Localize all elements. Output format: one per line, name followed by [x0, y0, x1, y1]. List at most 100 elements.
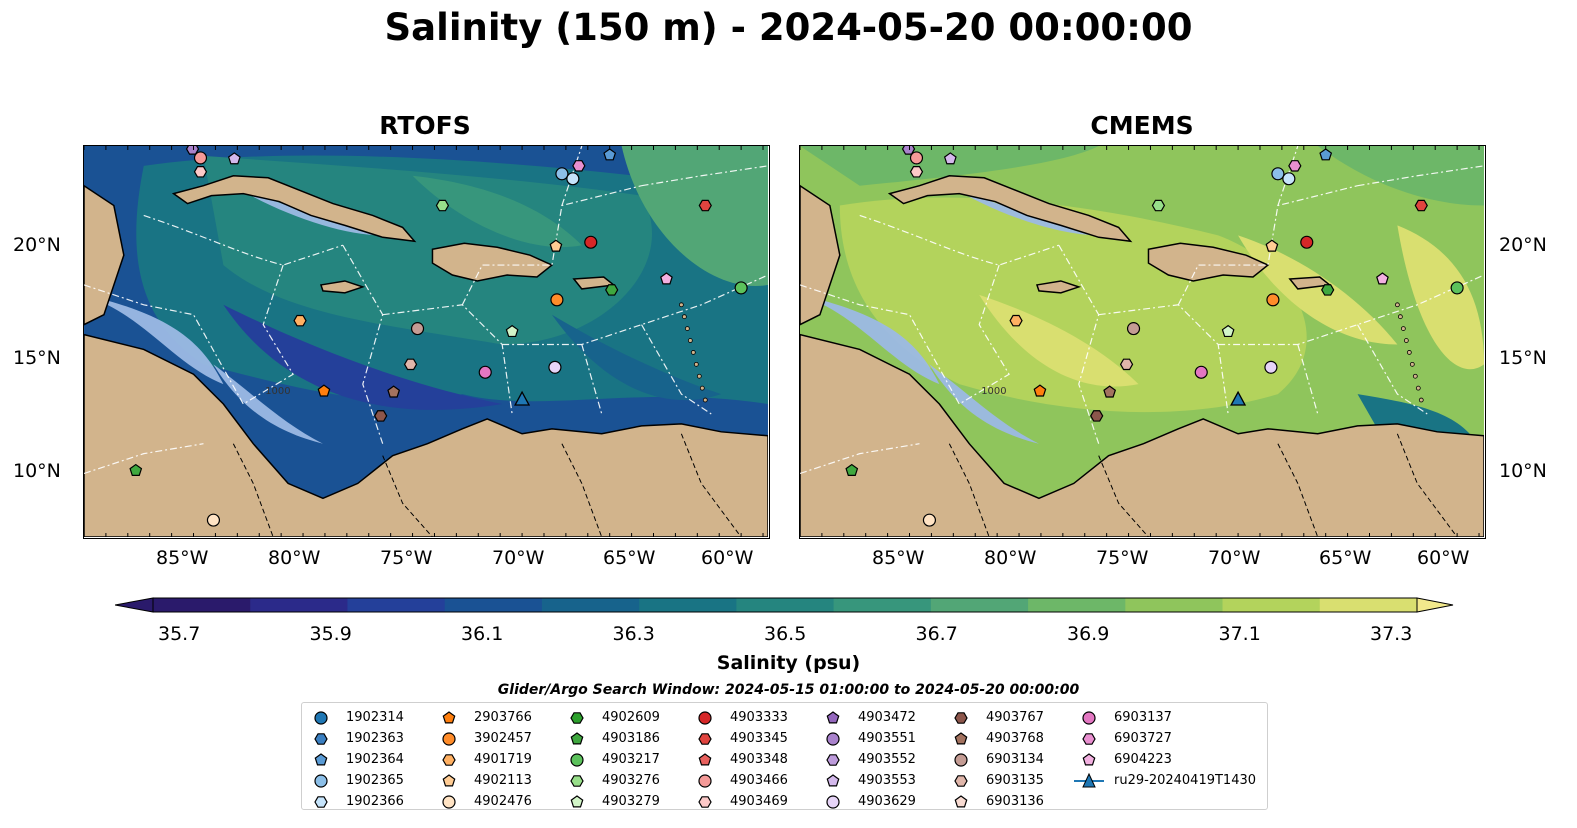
- eez-boundary: [382, 304, 513, 415]
- colorbar-segment: [250, 598, 348, 612]
- eez-boundary: [342, 244, 384, 444]
- legend-marker: [314, 795, 328, 808]
- legend-label: 4903551: [858, 731, 916, 746]
- colorbar-segment: [930, 598, 1029, 612]
- float-marker: [374, 410, 388, 422]
- eez-boundary: [1357, 165, 1484, 187]
- country-border: [1277, 443, 1319, 537]
- colorbar-segment: [833, 598, 932, 612]
- float-marker: [555, 167, 569, 181]
- float-marker: [478, 365, 492, 379]
- float-marker: [943, 152, 957, 165]
- float-marker: [1090, 410, 1104, 422]
- country-border: [948, 443, 990, 537]
- legend-label: 6903137: [1114, 710, 1172, 725]
- jamaica-land: [319, 280, 366, 294]
- float-marker: [1321, 284, 1335, 296]
- legend-entry: 4902609: [562, 707, 660, 728]
- colorbar-tick-label: 36.7: [915, 623, 958, 645]
- float-marker: [1103, 385, 1117, 398]
- colorbar-tick-label: 37.1: [1218, 623, 1261, 645]
- legend-marker: [826, 710, 840, 723]
- legend-marker: [442, 753, 456, 766]
- legend-label: 6903135: [986, 773, 1044, 788]
- colorbar-segment: [541, 598, 640, 612]
- legend-entry: 4902113: [434, 770, 532, 791]
- colorbar-segment: [1222, 598, 1321, 612]
- legend-marker: [1082, 710, 1096, 725]
- legend-marker-icon: [570, 794, 584, 807]
- island: [684, 326, 690, 331]
- legend-entry: 4903217: [562, 749, 660, 770]
- float-marker: [193, 166, 208, 178]
- float-marker: [698, 199, 712, 212]
- lon-tick-label: 65°W: [603, 547, 656, 569]
- legend-entry: ru29-20240419T1430: [1074, 770, 1256, 791]
- colorbar-segment: [153, 598, 251, 612]
- legend-marker: [570, 731, 584, 744]
- colorbar-tick-label: 36.9: [1067, 623, 1110, 645]
- float-marker: [1319, 148, 1333, 161]
- lon-tick-label: 65°W: [1319, 547, 1372, 569]
- legend-label: 1902364: [346, 752, 404, 767]
- island: [702, 397, 708, 403]
- cuba-land: [887, 175, 1133, 243]
- float-marker: [901, 146, 916, 155]
- float-marker: [1119, 358, 1134, 371]
- legend-entry: 6903137: [1074, 707, 1256, 728]
- legend-marker: [698, 773, 712, 788]
- lon-tick-label: 60°W: [1417, 547, 1470, 569]
- legend-marker-icon: [826, 710, 840, 723]
- salinity-contour-band: [1317, 146, 1484, 206]
- country-border: [561, 443, 603, 537]
- legend-marker: [698, 795, 712, 808]
- legend-marker: [314, 732, 328, 745]
- float-marker: [1300, 235, 1314, 249]
- eez-boundary: [641, 165, 768, 187]
- legend-entry: 3902457: [434, 728, 532, 749]
- float-marker: [549, 239, 563, 252]
- island: [1406, 350, 1412, 355]
- legend-label: 1902314: [346, 710, 404, 725]
- legend-entry: 4903551: [818, 728, 916, 749]
- legend-label: 4902609: [602, 710, 660, 725]
- island: [1415, 385, 1421, 391]
- legend-label: 4903466: [730, 773, 788, 788]
- legend-entry: 4903186: [562, 728, 660, 749]
- lon-tick-label: 70°W: [1208, 547, 1261, 569]
- salinity-contour-band: [621, 146, 768, 287]
- colorbar-tick-label: 35.9: [309, 623, 352, 645]
- salinity-contour-band: [551, 314, 722, 401]
- country-border: [680, 433, 742, 537]
- legend-marker: [954, 774, 968, 787]
- legend-marker: [954, 752, 968, 767]
- lat-tick-label-right: 15°N: [1499, 347, 1547, 369]
- legend-entry: 6903134: [946, 749, 1044, 770]
- legend-entry: 4903466: [690, 770, 788, 791]
- eez-boundary: [1297, 344, 1319, 415]
- eez-boundary: [502, 274, 768, 346]
- legend-label: ru29-20240419T1430: [1114, 773, 1257, 788]
- colorbar-tick-label: 36.1: [461, 623, 504, 645]
- country-border: [382, 455, 433, 537]
- salinity-contour-band: [1397, 225, 1484, 370]
- legend-marker: [442, 731, 456, 746]
- eez-boundary: [958, 264, 1010, 405]
- salinity-contour-band: [800, 146, 1099, 186]
- legend-entry: 4903552: [818, 749, 916, 770]
- float-marker: [1266, 293, 1280, 307]
- bathymetry-label: 1000: [265, 386, 290, 397]
- colorbar-tick-label: 37.3: [1370, 623, 1413, 645]
- legend-label: 1902365: [346, 773, 404, 788]
- legend-marker-icon: [954, 752, 968, 767]
- legend-marker: [314, 710, 328, 725]
- lon-tick-label: 85°W: [872, 547, 925, 569]
- float-marker: [1194, 365, 1208, 379]
- legend-marker: [314, 773, 328, 788]
- colorbar-extend-low: [115, 597, 154, 613]
- legend-entry: 4901719: [434, 749, 532, 770]
- legend-marker-icon: [954, 711, 968, 724]
- legend-label: 4903279: [602, 794, 660, 809]
- colorbar-segment: [1125, 598, 1224, 612]
- float-marker: [845, 463, 859, 476]
